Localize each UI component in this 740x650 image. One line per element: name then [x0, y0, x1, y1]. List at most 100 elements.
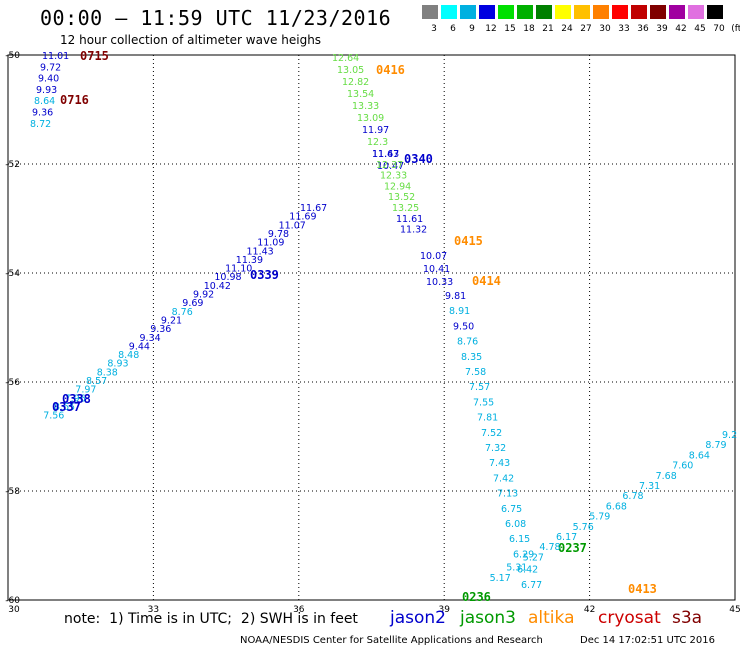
- swh-value-label: 12.37: [376, 160, 403, 171]
- swh-value-label: 7.68: [656, 471, 677, 482]
- colorbar-swatch: [669, 5, 685, 19]
- swh-value-label: 8.79: [705, 440, 726, 451]
- swh-value-label: 8.48: [118, 350, 139, 361]
- swh-value-label: 10.42: [204, 281, 231, 292]
- swh-value-label: 9.21: [161, 315, 182, 326]
- track-labels: 071511.019.729.409.938.649.368.720716041…: [30, 49, 737, 604]
- swh-value-label: 11.01: [42, 51, 69, 62]
- colorbar-label: 45: [694, 24, 706, 34]
- colorbar-swatch: [688, 5, 704, 19]
- swh-value-label: 7.55: [473, 397, 494, 408]
- colorbar-label: 42: [675, 24, 687, 34]
- swh-value-label: 10.33: [426, 277, 453, 288]
- swh-value-label: 11.47: [372, 149, 399, 160]
- colorbar-swatch: [631, 5, 647, 19]
- swh-value-label: 6.08: [505, 519, 526, 530]
- swh-value-label: 7.60: [672, 461, 693, 472]
- swh-value-label: 9.44: [129, 341, 150, 352]
- colorbar-swatch: [498, 5, 514, 19]
- lat-tick-label: -52: [5, 160, 20, 170]
- swh-value-label: 13.54: [347, 89, 374, 100]
- swh-value-label: 12.82: [342, 77, 369, 88]
- lon-tick-label: 30: [8, 605, 20, 615]
- swh-value-label: 13.25: [392, 203, 419, 214]
- swh-value-label: 5.31: [506, 563, 527, 574]
- swh-value-label: 10.47: [377, 161, 404, 172]
- swh-value-label: 5.17: [490, 573, 511, 584]
- pass-time-label: 0715: [80, 49, 109, 63]
- swh-value-label: 11.67: [300, 203, 327, 214]
- swh-value-label: 6.42: [517, 565, 538, 576]
- swh-value-label: 6.15: [509, 534, 530, 545]
- swh-value-label: 12.33: [380, 171, 407, 182]
- map-frame: [7, 54, 736, 601]
- footer-note: note: 1) Time is in UTC; 2) SWH is in fe…: [64, 611, 358, 627]
- colorbar-swatch: [555, 5, 571, 19]
- page-subtitle: 12 hour collection of altimeter wave hei…: [60, 33, 322, 47]
- page-title: 00:00 – 11:59 UTC 11/23/2016: [40, 6, 392, 30]
- swh-value-label: 8.65: [54, 402, 75, 413]
- swh-value-label: 5.76: [573, 522, 594, 533]
- pass-time-label: 0237: [558, 541, 587, 555]
- swh-value-label: 9.93: [36, 85, 57, 96]
- colorbar-swatch: [536, 5, 552, 19]
- swh-value-label: 9.69: [182, 298, 203, 309]
- swh-value-label: 6.75: [501, 504, 522, 515]
- legend-item-s3a: s3a: [672, 608, 703, 628]
- pass-time-label: 0416: [376, 63, 405, 77]
- swh-value-label: 6.17: [556, 532, 577, 543]
- swh-value-label: 8.76: [457, 337, 478, 348]
- colorbar-swatch: [707, 5, 723, 19]
- swh-value-label: 12.64: [332, 53, 359, 64]
- pass-time-label: 0413: [628, 582, 657, 596]
- lon-tick-label: 42: [584, 605, 595, 615]
- lat-tick-label: -58: [5, 487, 20, 497]
- swh-value-label: 7.81: [477, 413, 498, 424]
- swh-value-label: 7.32: [485, 443, 506, 454]
- swh-value-label: 11.63: [372, 149, 399, 160]
- swh-value-label: 10.41: [423, 264, 450, 275]
- swh-value-label: 11.97: [362, 125, 389, 136]
- swh-value-label: 9.2: [722, 430, 737, 441]
- swh-value-label: 13.52: [388, 192, 415, 203]
- swh-value-label: 11.43: [247, 246, 274, 257]
- pass-time-label: 0414: [472, 274, 501, 288]
- colorbar-swatch: [574, 5, 590, 19]
- swh-value-label: 7.97: [75, 385, 96, 396]
- swh-value-label: 8.38: [97, 367, 118, 378]
- swh-value-label: 9.36: [150, 324, 171, 335]
- footer-credit: NOAA/NESDIS Center for Satellite Applica…: [240, 635, 543, 646]
- lat-tick-label: -56: [5, 378, 20, 388]
- colorbar-swatch: [650, 5, 666, 19]
- colorbar-swatch: [593, 5, 609, 19]
- swh-value-label: 9.34: [140, 333, 161, 344]
- swh-value-label: 6.77: [521, 580, 542, 591]
- pass-time-label: 0415: [454, 234, 483, 248]
- colorbar-label: 6: [450, 24, 456, 34]
- colorbar-swatch: [460, 5, 476, 19]
- swh-value-label: 7.52: [481, 428, 502, 439]
- colorbar-label: 21: [542, 24, 554, 34]
- colorbar-label: 39: [656, 24, 668, 34]
- swh-value-label: 7.13: [497, 489, 518, 500]
- swh-value-label: 11.09: [257, 238, 284, 249]
- map-grid: [7, 54, 736, 601]
- swh-value-label: 5.27: [523, 552, 544, 563]
- swh-value-label: 9.78: [268, 229, 289, 240]
- legend-item-jason2: jason2: [390, 608, 446, 628]
- colorbar-label: 12: [485, 24, 497, 34]
- swh-value-label: 5.79: [589, 512, 610, 523]
- swh-value-label: 8.64: [689, 450, 710, 461]
- colorbar-swatch: [479, 5, 495, 19]
- swh-value-label: 9.92: [193, 290, 214, 301]
- swh-value-label: 8.91: [449, 306, 470, 317]
- swh-value-label: 7.42: [493, 473, 514, 484]
- pass-time-label: 0339: [250, 268, 279, 282]
- swh-value-label: 9.72: [40, 62, 61, 73]
- axis-labels: 30 33 36 39 42 45 -50 -52 -54 -56 -58 -60: [5, 51, 740, 615]
- swh-value-label: 11.39: [236, 255, 263, 266]
- swh-value-label: 12.3: [367, 137, 388, 148]
- lat-tick-label: -50: [5, 51, 20, 61]
- swh-value-label: 9.36: [32, 108, 53, 119]
